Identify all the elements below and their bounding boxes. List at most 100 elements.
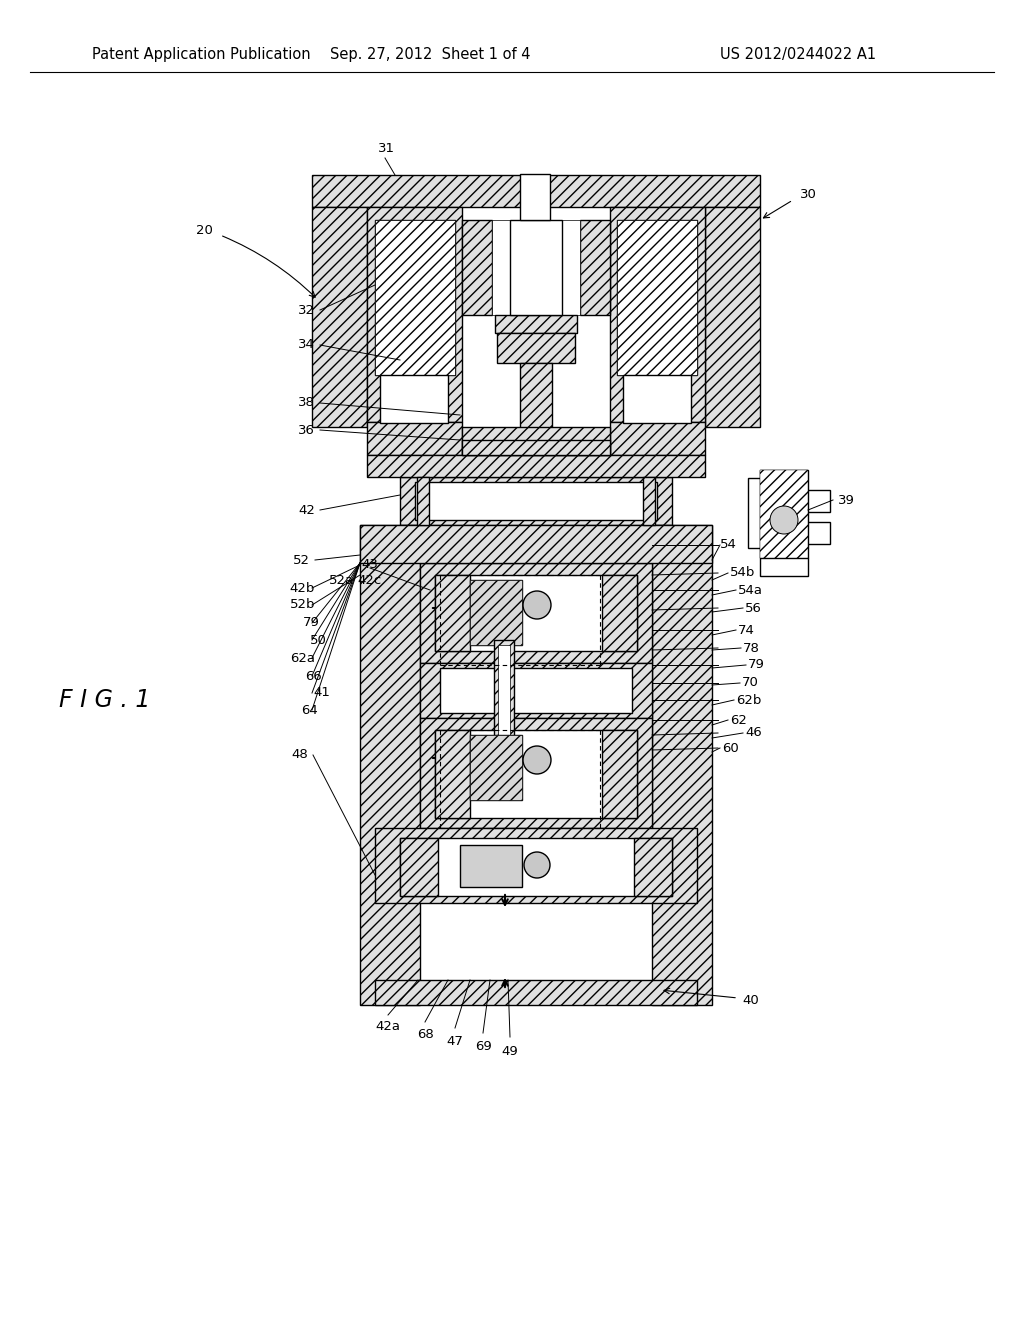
Bar [497,333,575,363]
Text: US 2012/0244022 A1: US 2012/0244022 A1 [720,48,877,62]
Text: 56: 56 [745,602,762,615]
Bar [760,470,808,558]
Text: 52a: 52a [330,573,354,586]
Text: 46: 46 [745,726,762,739]
Bar [602,576,637,651]
Text: 52b: 52b [290,598,315,611]
Text: 49: 49 [502,1045,518,1059]
Text: 48: 48 [291,748,308,762]
Circle shape [770,506,798,535]
Text: 40: 40 [742,994,759,1006]
Text: 69: 69 [475,1040,492,1053]
Bar [610,207,705,422]
Bar [520,174,550,220]
Bar [420,663,652,718]
Text: 30: 30 [800,189,817,202]
Bar [520,363,552,444]
Bar [494,640,514,741]
Bar [602,730,637,818]
Bar [498,645,510,735]
Bar [634,838,672,896]
Text: 54b: 54b [730,566,756,579]
Text: 68: 68 [417,1028,433,1041]
Bar [617,220,697,375]
Bar [435,730,637,818]
Text: 78: 78 [743,642,760,655]
Bar [375,220,455,375]
Bar [417,477,429,525]
Bar [760,558,808,576]
Text: 38: 38 [298,396,315,409]
Text: 54a: 54a [738,583,763,597]
Bar [375,828,697,903]
Bar [360,525,712,564]
Bar [375,220,455,375]
Bar [492,220,580,315]
Bar [435,730,470,818]
Circle shape [523,746,551,774]
Circle shape [524,851,550,878]
Bar [440,668,632,713]
Text: 43: 43 [361,558,379,572]
Bar [462,220,492,315]
Text: 41: 41 [313,686,330,700]
Bar [375,979,697,1005]
Bar [495,315,577,333]
Bar [435,576,637,651]
Text: F I G . 1: F I G . 1 [59,688,151,711]
Text: 70: 70 [742,676,759,689]
Text: 36: 36 [298,424,315,437]
Text: 42b: 42b [290,582,315,594]
Bar [400,838,438,896]
Text: 42: 42 [298,503,315,516]
Bar [400,477,672,525]
Bar [510,220,562,315]
Text: 32: 32 [298,304,315,317]
Text: 31: 31 [378,143,395,154]
Bar [652,525,712,1005]
Bar [415,482,657,520]
Bar [360,525,420,1005]
Bar [312,207,367,426]
Text: 47: 47 [446,1035,464,1048]
Bar [748,478,760,548]
Text: 52: 52 [293,553,310,566]
Bar [400,838,672,896]
Text: 62: 62 [730,714,746,726]
Bar [580,220,610,315]
Bar [808,521,830,544]
Bar [623,375,691,422]
Bar [470,735,522,800]
Bar [470,735,522,800]
Bar [462,426,610,455]
Text: 64: 64 [301,704,318,717]
Text: 62b: 62b [736,693,762,706]
Text: 42a: 42a [376,1020,400,1034]
Bar [435,576,470,651]
Bar [760,470,808,558]
Bar [367,455,705,477]
Text: Sep. 27, 2012  Sheet 1 of 4: Sep. 27, 2012 Sheet 1 of 4 [330,48,530,62]
Text: 79: 79 [748,659,765,672]
Text: 54: 54 [720,539,737,552]
Text: 74: 74 [738,623,755,636]
Bar [610,422,705,455]
Bar [462,440,610,455]
Text: 62a: 62a [290,652,315,664]
Bar [380,375,449,422]
Text: 60: 60 [722,742,738,755]
Bar [420,564,652,663]
Bar [460,845,522,887]
Bar [367,422,462,455]
Text: 66: 66 [305,669,322,682]
Bar [470,579,522,645]
Text: 50: 50 [310,634,327,647]
Bar [420,718,652,828]
Text: 42c: 42c [357,573,382,586]
Bar [808,490,830,512]
Bar [643,477,655,525]
Text: 39: 39 [838,494,855,507]
Circle shape [523,591,551,619]
Bar [705,207,760,426]
Bar [470,579,522,645]
